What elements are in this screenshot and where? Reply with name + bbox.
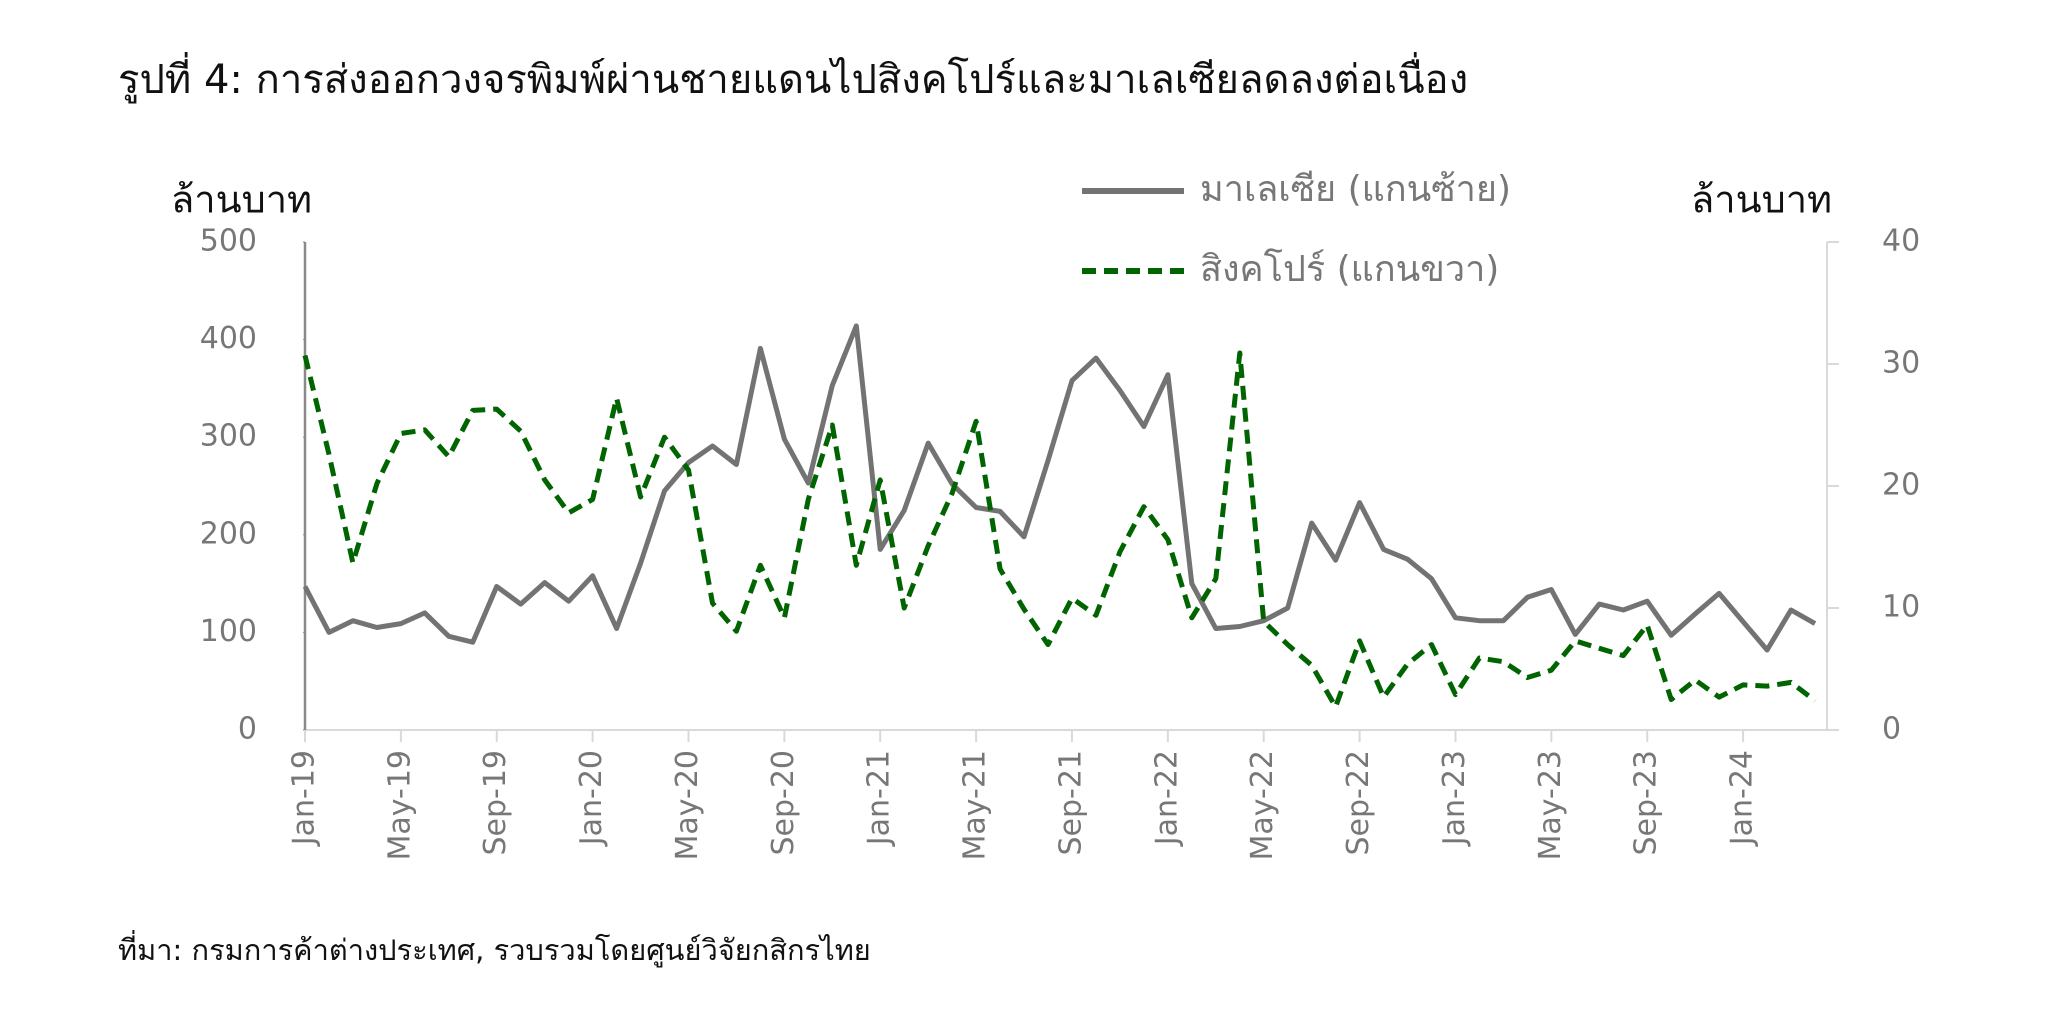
y-tick-label: 100 xyxy=(200,614,257,649)
x-tick-label: Jan-19 xyxy=(287,750,322,847)
x-tick-label: Jan-22 xyxy=(1149,750,1184,847)
legend-label: มาเลเซีย (แกนซ้าย) xyxy=(1200,169,1511,210)
x-tick-label: Jan-21 xyxy=(862,750,897,847)
y-tick-label: 400 xyxy=(200,321,257,356)
y-axis-label: ล้านบาท xyxy=(171,178,312,222)
x-tick-label: May-23 xyxy=(1533,750,1568,861)
x-tick-label: Jan-24 xyxy=(1725,750,1760,847)
y2-axis-label: ล้านบาท xyxy=(1691,178,1832,222)
x-tick-label: May-22 xyxy=(1245,750,1280,861)
y2-tick-label: 40 xyxy=(1882,224,1920,259)
y-tick-label: 200 xyxy=(200,516,257,551)
y-tick-label: 0 xyxy=(238,712,257,747)
y2-tick-label: 20 xyxy=(1882,468,1920,503)
x-tick-label: May-21 xyxy=(958,750,993,861)
y-tick-label: 500 xyxy=(200,224,257,259)
legend-label: สิงคโปร์ (แกนขวา) xyxy=(1200,248,1499,290)
y2-tick-label: 30 xyxy=(1882,346,1920,381)
source-note: ที่มา: กรมการค้าต่างประเทศ, รวบรวมโดยศูน… xyxy=(118,930,871,968)
series-line xyxy=(302,350,1817,710)
y2-tick-label: 0 xyxy=(1882,712,1901,747)
x-tick-label: Sep-19 xyxy=(478,750,513,856)
series-line xyxy=(302,323,1817,653)
y-tick-label: 300 xyxy=(200,419,257,454)
y2-tick-label: 10 xyxy=(1882,590,1920,625)
x-tick-label: May-20 xyxy=(670,750,705,861)
x-tick-label: Sep-21 xyxy=(1053,750,1088,856)
x-tick-label: Jan-20 xyxy=(574,750,609,847)
x-tick-label: May-19 xyxy=(382,750,417,861)
x-tick-label: Jan-23 xyxy=(1437,750,1472,847)
chart-title: รูปที่ 4: การส่งออกวงจรพิมพ์ผ่านชายแดนไป… xyxy=(118,52,1468,103)
x-tick-label: Sep-22 xyxy=(1341,750,1376,856)
x-tick-label: Sep-20 xyxy=(766,750,801,856)
x-tick-label: Sep-23 xyxy=(1629,750,1664,856)
